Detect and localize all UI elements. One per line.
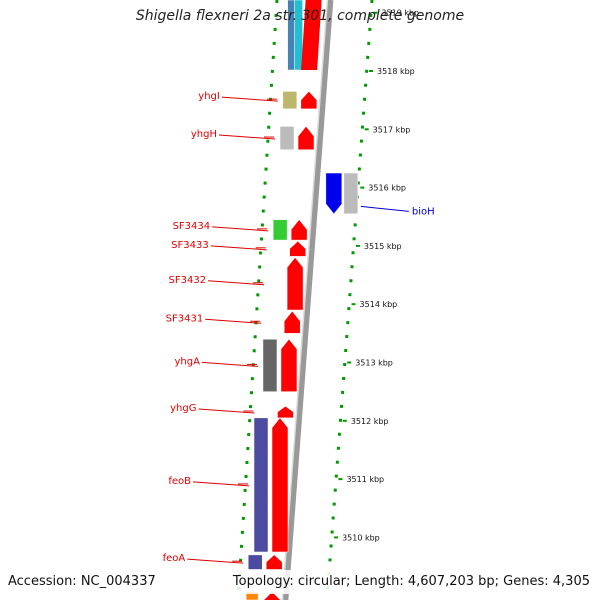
accession-label: Accession: NC_004337 [8,574,156,589]
ruler-label: 3516 kbp [368,184,406,193]
gene-label-yhga[interactable]: yhgA [175,356,201,367]
gene-label-feob[interactable]: feoB [168,476,191,487]
gene-bioh[interactable] [325,172,343,215]
gene-label-sf3433[interactable]: SF3433 [171,240,209,251]
footer-background [0,570,600,594]
gene-sf3434[interactable] [290,219,308,241]
ruler-label: 3517 kbp [373,125,411,134]
gene-label-sf3432[interactable]: SF3432 [169,275,207,286]
cog-block-bioh [343,172,359,215]
leader-line-feob [192,481,250,487]
outer-ring-right [325,0,374,600]
ruler-label: 3519 kbp [381,9,419,18]
map-title: Shigella flexneri 2a str. 301, complete … [135,8,465,24]
leader-line-feoa [187,558,244,564]
ruler-label: 3518 kbp [377,67,415,76]
gene-yhgh[interactable] [297,125,315,150]
ruler-label: 3515 kbp [364,242,402,251]
gene-feoa[interactable] [265,554,283,570]
cog-block-feob [253,417,269,553]
leader-line-sf3433 [210,245,267,251]
leader-line-sf3432 [208,280,265,286]
gene-yhgi[interactable] [300,91,318,110]
leader-line-bioh [360,205,409,212]
backbone-highlight [281,0,329,600]
gene-label-sf3431[interactable]: SF3431 [166,313,204,324]
gene-label-bioh[interactable]: bioH [412,206,435,217]
cog-block-yhga [262,338,278,392]
genome-summary: Topology: circular; Length: 4,607,203 bp… [232,574,590,589]
gene-yhgg[interactable] [277,405,294,419]
gene-label-sf3434[interactable]: SF3434 [173,221,211,232]
gene-bottom-partial[interactable] [264,592,281,600]
ruler-label: 3513 kbp [355,359,393,368]
gene-sf3431[interactable] [283,310,301,334]
leader-line-yhga [201,361,259,367]
gene-label-yhgg[interactable]: yhgG [170,403,196,414]
gene-label-yhgi[interactable]: yhgI [198,91,220,102]
cog-block-top-cyan [294,0,303,71]
gene-top-partial[interactable] [301,0,322,70]
gene-label-feoa[interactable]: feoA [163,553,186,564]
leader-line-sf3431 [205,318,262,324]
gene-label-yhgh[interactable]: yhgH [191,129,217,140]
cog-block-sf3434 [272,219,288,241]
gene-feob[interactable] [271,417,289,553]
backbone [282,0,334,600]
ruler-label: 3514 kbp [360,300,398,309]
ruler-label: 3511 kbp [346,475,384,484]
cog-block-feoa [247,554,263,570]
cog-block-yhgh [279,126,295,150]
leader-line-yhgi [221,96,278,102]
gene-yhga[interactable] [280,338,298,392]
outer-ring-left [236,0,279,600]
gene-sf3433[interactable] [289,240,306,257]
leader-line-sf3434 [212,226,269,232]
cog-block-yhgi [282,91,298,110]
leader-line-yhgh [218,134,276,140]
leader-line-yhgg [198,408,255,414]
ruler-label: 3512 kbp [351,417,389,426]
gene-sf3432[interactable] [286,257,304,311]
ruler-label: 3510 kbp [342,533,380,542]
